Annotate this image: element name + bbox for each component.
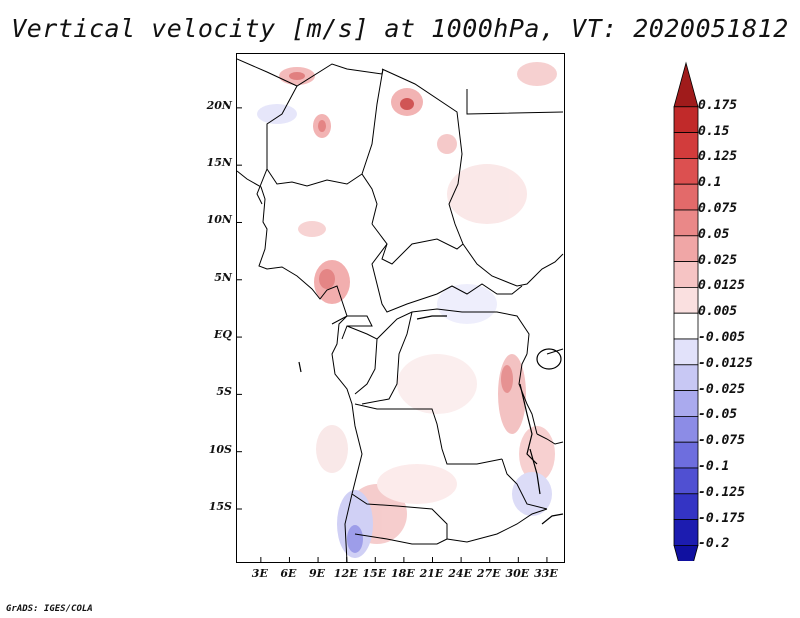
- map-panel: [236, 53, 565, 563]
- colorbar-tick-label: -0.075: [698, 433, 745, 449]
- credit-text: GrADS: IGES/COLA: [6, 604, 93, 614]
- lon-tick-label: 24E: [448, 567, 472, 580]
- colorbar-swatch: [673, 493, 699, 520]
- lat-tick-label: 10N: [206, 213, 232, 227]
- lon-tick-label: 15E: [362, 567, 387, 580]
- colorbar-tick-label: 0.0125: [698, 278, 745, 294]
- colorbar-tick-label: -0.0125: [698, 355, 753, 371]
- colorbar-tick-label: -0.175: [698, 510, 745, 526]
- colorbar-swatch: [673, 106, 699, 133]
- colorbar-swatch: [673, 235, 699, 263]
- velocity-shading: [257, 62, 557, 558]
- colorbar-tick-label: 0.025: [698, 252, 738, 268]
- colorbar-tick-label: 0.05: [698, 226, 730, 242]
- colorbar-swatch: [673, 312, 699, 340]
- lon-tick-label: 30E: [505, 567, 530, 580]
- map-canvas: [236, 58, 564, 563]
- axis-ticks: [237, 107, 548, 562]
- colorbar-swatch: [673, 441, 699, 469]
- colorbar-swatch: [673, 415, 699, 443]
- colorbar-swatch: [673, 158, 699, 185]
- colorbar-swatch: [673, 261, 699, 288]
- colorbar-swatch: [673, 132, 699, 159]
- chart-title: Vertical velocity [m/s] at 1000hPa, VT: …: [11, 14, 789, 43]
- lakes: [298, 315, 564, 525]
- colorbar-tick-label: -0.2: [698, 536, 730, 552]
- lon-tick-label: 6E: [280, 567, 297, 580]
- colorbar-tick-label: -0.1: [698, 459, 730, 474]
- lon-tick-label: 21E: [419, 567, 444, 580]
- colorbar: [673, 61, 699, 561]
- lat-tick-label: 20N: [206, 98, 232, 112]
- colorbar-tick-label: 0.075: [698, 201, 738, 216]
- country-borders: [236, 58, 564, 563]
- lon-tick-label: 18E: [391, 567, 415, 580]
- colorbar-tick-label: -0.125: [698, 484, 745, 500]
- colorbar-swatch: [673, 390, 699, 417]
- colorbar-swatch: [673, 364, 699, 391]
- colorbar-swatch: [673, 467, 699, 495]
- lat-tick-label: EQ: [214, 328, 232, 342]
- lon-tick-label: 3E: [251, 567, 268, 580]
- colorbar-swatch: [673, 61, 699, 108]
- colorbar-swatch: [673, 209, 699, 237]
- colorbar-tick-label: 0.175: [698, 97, 738, 113]
- colorbar-tick-label: 0.125: [698, 149, 738, 165]
- lon-tick-label: 12E: [333, 567, 358, 580]
- colorbar-swatch: [673, 338, 699, 366]
- lat-tick-label: 5S: [216, 385, 232, 399]
- colorbar-tick-label: 0.1: [698, 175, 722, 191]
- colorbar-tick-label: -0.005: [698, 330, 745, 345]
- lat-tick-label: 10S: [208, 442, 232, 456]
- lon-tick-label: 33E: [534, 567, 558, 580]
- lon-tick-label: 9E: [309, 567, 326, 580]
- colorbar-tick-label: 0.15: [698, 123, 730, 139]
- colorbar-swatch: [673, 544, 699, 561]
- lat-tick-label: 15N: [206, 156, 232, 170]
- lat-tick-label: 15S: [208, 499, 232, 513]
- colorbar-tick-label: -0.025: [698, 381, 745, 397]
- colorbar-swatch: [673, 519, 699, 546]
- colorbar-swatch: [673, 286, 699, 314]
- lat-tick-label: 5N: [214, 270, 232, 284]
- colorbar-tick-label: -0.05: [698, 407, 738, 423]
- lon-tick-label: 27E: [476, 567, 501, 580]
- colorbar-tick-label: 0.005: [698, 304, 738, 320]
- colorbar-swatch: [673, 183, 699, 211]
